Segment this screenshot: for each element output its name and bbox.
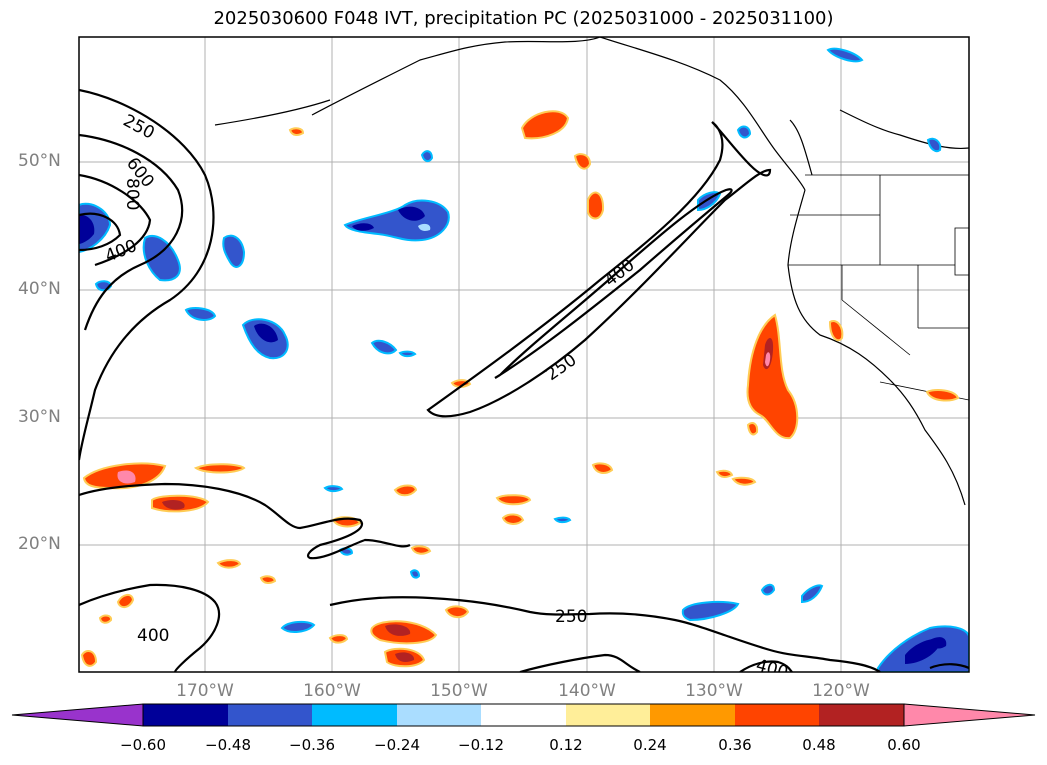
contour-label: 400: [601, 255, 639, 291]
lon-label: 130°W: [685, 681, 743, 701]
borders: [788, 174, 969, 401]
lat-label: 30°N: [18, 407, 61, 427]
lat-label: 40°N: [18, 279, 61, 299]
colorbar-tick: 0.12: [549, 736, 583, 754]
lon-label: 160°W: [303, 681, 361, 701]
colorbar-tick: −0.36: [289, 736, 335, 754]
contour-label: 250: [120, 111, 158, 144]
colorbar-tick: −0.12: [458, 736, 504, 754]
lat-label: 20°N: [18, 534, 61, 554]
lon-label: 140°W: [558, 681, 616, 701]
colorbar-tick: 0.48: [802, 736, 836, 754]
contour-label: 400: [137, 626, 169, 646]
precip-shading: [79, 47, 969, 672]
contour-label: 250: [555, 607, 587, 627]
colorbar: [11, 703, 1036, 727]
colorbar-tick: −0.60: [120, 736, 166, 754]
contour-label: 250: [542, 350, 580, 385]
colorbar-tick: 0.36: [718, 736, 752, 754]
lon-label: 170°W: [176, 681, 234, 701]
colorbar-tick: −0.24: [374, 736, 420, 754]
lon-label: 150°W: [430, 681, 488, 701]
contour-label: 400: [102, 236, 140, 267]
contour-label: 800: [122, 178, 142, 210]
gridlines: [79, 37, 969, 672]
map-title: 2025030600 F048 IVT, precipitation PC (2…: [213, 8, 834, 29]
map-frame: [78, 36, 970, 673]
ivt-contours: [79, 88, 969, 672]
colorbar-tick: −0.48: [205, 736, 251, 754]
colorbar-tick: 0.60: [887, 736, 921, 754]
lat-label: 50°N: [18, 151, 61, 171]
lon-label: 120°W: [812, 681, 870, 701]
colorbar-tick: 0.24: [633, 736, 667, 754]
coastlines: [214, 37, 969, 506]
contour-label: 400: [754, 656, 791, 684]
